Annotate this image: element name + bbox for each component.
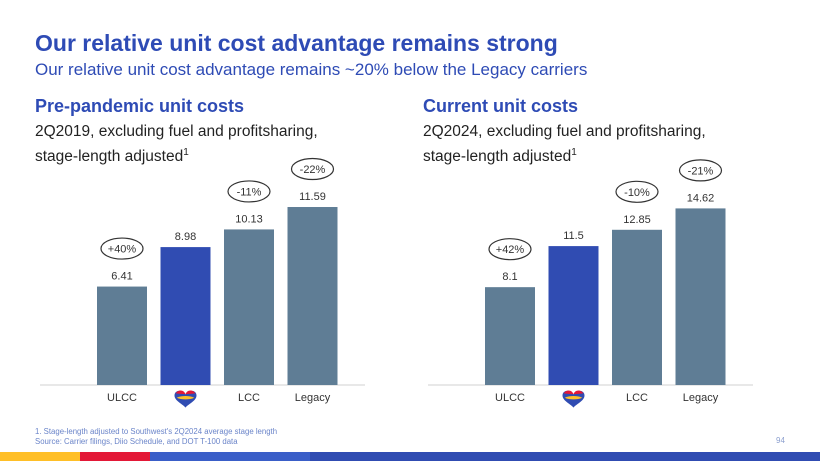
callout-text: -21% [688, 165, 714, 177]
category-label: LCC [238, 392, 260, 404]
bar-value-label: 11.59 [299, 191, 326, 203]
category-label: Legacy [683, 392, 719, 404]
heart-yellow-layer [564, 396, 583, 400]
bar-value-label: 6.41 [111, 271, 132, 283]
callout-bubble [488, 238, 532, 261]
callout-bubble [678, 159, 723, 182]
left-panel-subtitle-line2: stage-length adjusted [35, 148, 184, 166]
bar-value-label: 8.98 [175, 231, 196, 243]
heart-red-layer [175, 390, 196, 395]
page-subtitle: Our relative unit cost advantage remains… [35, 60, 588, 79]
southwest-heart-icon [174, 390, 197, 408]
right-panel-subtitle-line1: 2Q2024, excluding fuel and profitsharing… [423, 123, 706, 140]
callout-text: -10% [624, 187, 650, 199]
pre-pandemic-bar-chart: 6.41 ULCC 8.98 10.13 LCC 11.59 Legacy +40% -11% -… [40, 157, 365, 408]
left-panel-footnote-ref: 1 [183, 147, 189, 158]
footnote-source: Source: Carrier filings, Diio Schedule, … [35, 437, 238, 446]
bar [224, 229, 274, 385]
percent-callout: +42% [488, 238, 532, 261]
bar [485, 287, 535, 385]
callout-text: +40% [108, 244, 137, 256]
callout-bubble [100, 237, 144, 260]
percent-callout: -11% [227, 180, 271, 203]
bottom-bar-red-stripe [80, 452, 150, 461]
bar [287, 207, 338, 385]
left-panel-subtitle: 2Q2019, excluding fuel and profitsharing… [35, 121, 375, 167]
category-label: Legacy [295, 392, 331, 404]
bottom-bar-blue-stripe [150, 452, 310, 461]
left-panel-subtitle-line1: 2Q2019, excluding fuel and profitsharing… [35, 123, 318, 140]
percent-callout: -10% [615, 180, 659, 203]
current-bar-chart: 8.1 ULCC 11.5 12.85 LCC 14.62 Legacy +42% -10% -2… [428, 159, 753, 408]
right-panel-footnote-ref: 1 [571, 147, 577, 158]
right-panel-subtitle: 2Q2024, excluding fuel and profitsharing… [423, 121, 763, 167]
callout-bubble [227, 180, 271, 203]
category-label: ULCC [495, 392, 525, 404]
footnote-stage-length: 1. Stage-length adjusted to Southwest's … [35, 427, 278, 436]
heart-red-layer [563, 390, 584, 395]
bar-value-label: 14.62 [687, 192, 715, 204]
left-panel-title: Pre-pandemic unit costs [35, 96, 245, 116]
bar [548, 246, 599, 385]
bar [97, 286, 147, 385]
right-panel-title: Current unit costs [423, 96, 579, 116]
percent-callout: -22% [290, 157, 335, 181]
bar-value-label: 12.85 [623, 214, 651, 226]
callout-bubble [290, 157, 335, 181]
callout-text: +42% [496, 244, 525, 256]
category-label: ULCC [107, 392, 137, 404]
page-title: Our relative unit cost advantage remains… [35, 30, 558, 56]
southwest-heart-icon [562, 390, 585, 408]
percent-callout: +40% [100, 237, 144, 260]
right-panel-subtitle-line2: stage-length adjusted [423, 148, 572, 166]
footnote: 1. Stage-length adjusted to Southwest's … [35, 427, 277, 447]
heart-yellow-layer [176, 396, 195, 400]
bar-value-label: 8.1 [502, 271, 517, 283]
bar [675, 208, 726, 385]
callout-bubble [615, 180, 659, 203]
bar-value-label: 10.13 [235, 213, 263, 225]
percent-callout: -21% [678, 159, 723, 182]
bar [160, 247, 211, 385]
category-label: LCC [626, 392, 648, 404]
bar-value-label: 11.5 [563, 230, 584, 242]
bottom-bar-yellow-stripe [0, 452, 80, 461]
bottom-brand-bar [0, 452, 820, 461]
callout-text: -11% [237, 186, 262, 198]
page-number: 94 [776, 436, 785, 445]
bar [612, 229, 662, 385]
callout-text: -22% [300, 164, 326, 176]
